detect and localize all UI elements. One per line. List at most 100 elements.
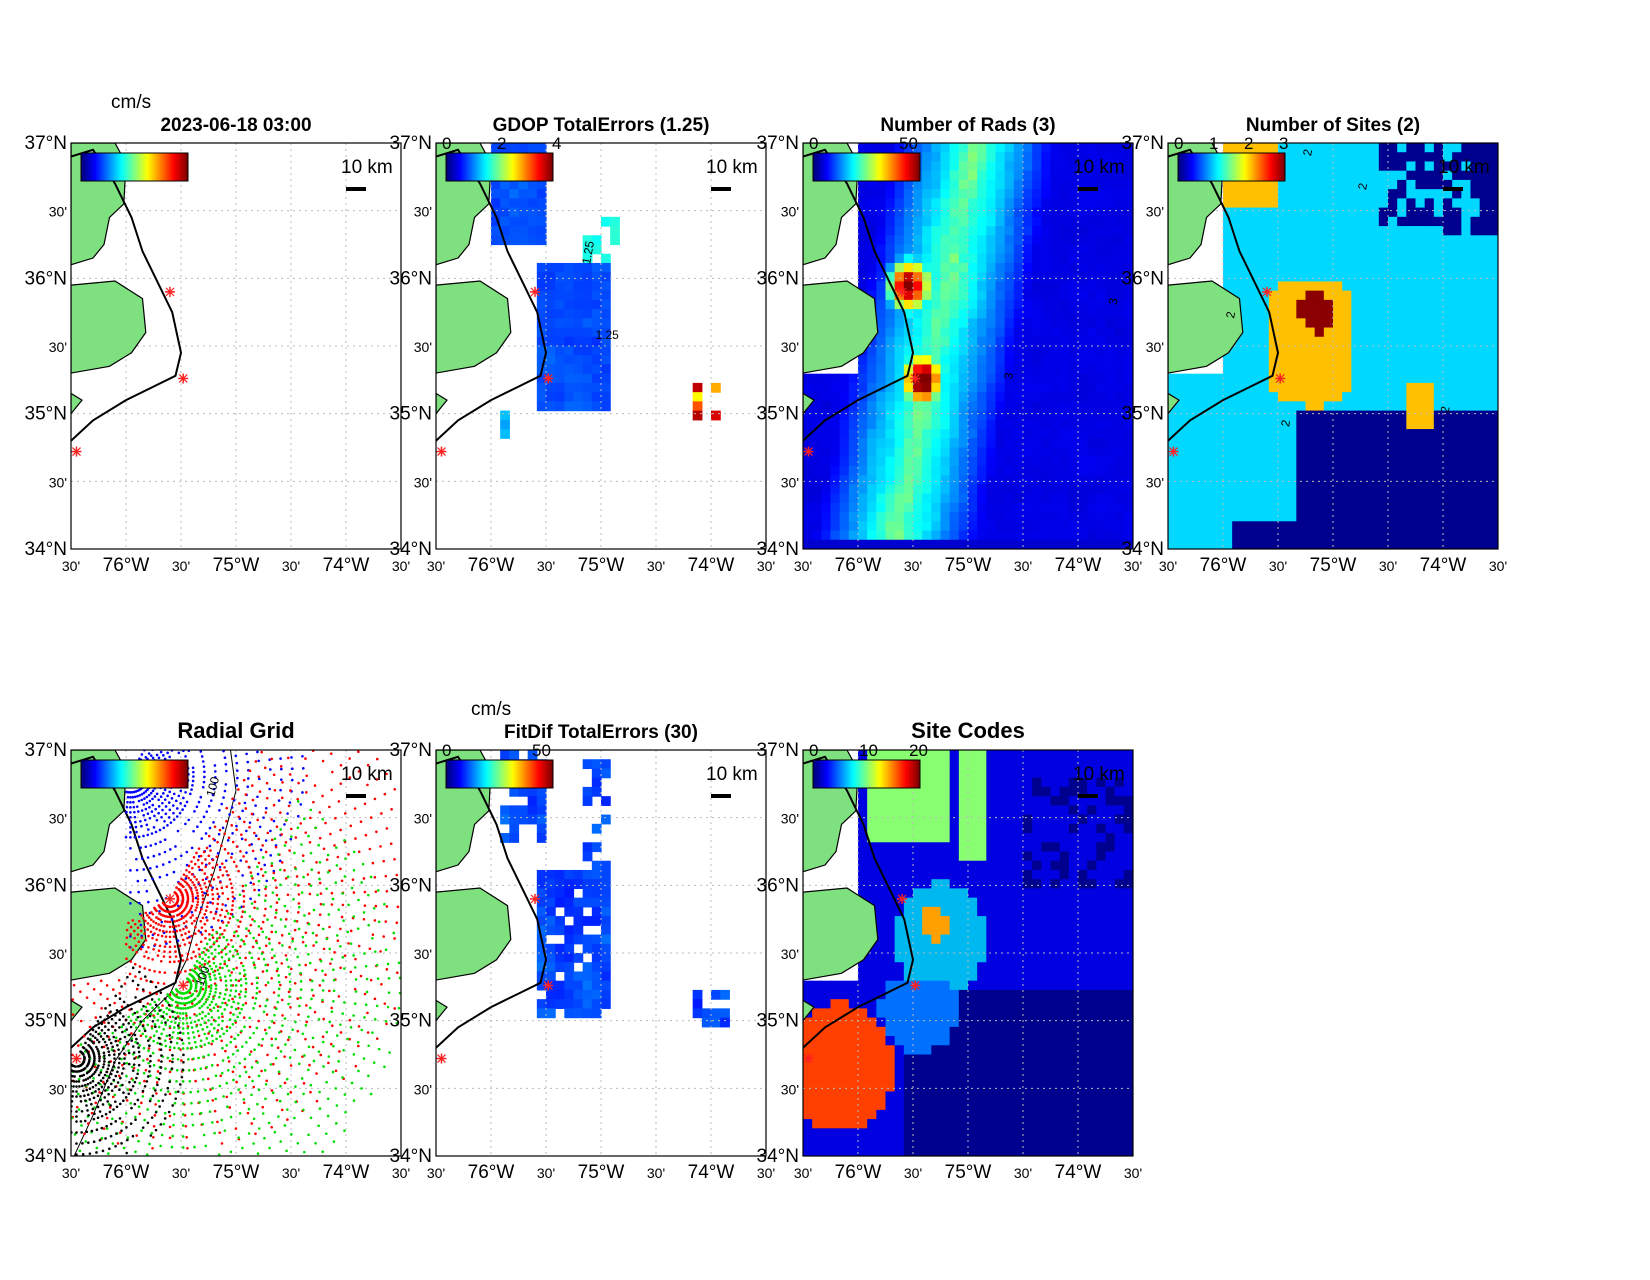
- lat-tick-label: 30': [49, 1081, 67, 1097]
- lat-tick-label: 30': [414, 339, 432, 355]
- lat-tick-label: 35°N: [1122, 404, 1164, 425]
- lat-tick-label: 30': [781, 1081, 799, 1097]
- colorbar: [81, 760, 189, 788]
- lon-tick-label: 30': [1489, 558, 1507, 574]
- lon-tick-label: 30': [62, 558, 80, 574]
- lon-tick-label: 74°W: [1055, 1162, 1102, 1183]
- km-scale-label: 10 km: [1073, 157, 1125, 178]
- contour-label: 1.25: [596, 328, 620, 342]
- lon-tick-label: 74°W: [688, 555, 735, 576]
- lat-tick-label: 36°N: [25, 875, 67, 896]
- colorbar-unit: cm/s: [111, 92, 151, 113]
- site-marker: [178, 980, 188, 990]
- site-marker: [72, 1054, 82, 1064]
- lat-tick-label: 35°N: [390, 404, 432, 425]
- lon-tick-label: 30': [1269, 558, 1287, 574]
- site-marker: [1275, 373, 1285, 383]
- lon-tick-label: 30': [427, 1165, 445, 1181]
- lon-tick-label: 75°W: [578, 1162, 625, 1183]
- lat-tick-label: 30': [49, 339, 67, 355]
- lon-tick-label: 30': [904, 1165, 922, 1181]
- panel-title: 2023-06-18 03:00: [160, 115, 311, 136]
- lat-tick-label: 37°N: [25, 740, 67, 761]
- lat-tick-label: 37°N: [390, 740, 432, 761]
- lat-tick-label: 30': [1146, 474, 1164, 490]
- panel-title: Site Codes: [911, 718, 1025, 743]
- lon-tick-label: 30': [794, 1165, 812, 1181]
- lat-tick-label: 36°N: [1122, 268, 1164, 289]
- km-scale-label: 10 km: [706, 764, 758, 785]
- lon-tick-label: 76°W: [468, 555, 515, 576]
- lat-tick-label: 34°N: [1122, 539, 1164, 560]
- lon-tick-label: 76°W: [103, 1162, 150, 1183]
- lon-tick-label: 75°W: [945, 1162, 992, 1183]
- lon-tick-label: 74°W: [688, 1162, 735, 1183]
- panel-title: Radial Grid: [177, 718, 294, 743]
- site-marker: [543, 373, 553, 383]
- lon-tick-label: 76°W: [103, 555, 150, 576]
- site-marker: [530, 287, 540, 297]
- lat-tick-label: 35°N: [25, 1011, 67, 1032]
- lat-tick-label: 37°N: [757, 740, 799, 761]
- lon-tick-label: 30': [282, 558, 300, 574]
- lat-tick-label: 30': [49, 946, 67, 962]
- lon-tick-label: 75°W: [1310, 555, 1357, 576]
- lat-tick-label: 30': [1146, 339, 1164, 355]
- lat-tick-label: 30': [414, 1081, 432, 1097]
- lon-tick-label: 30': [904, 558, 922, 574]
- lon-tick-label: 75°W: [213, 555, 260, 576]
- panel-title: Number of Rads (3): [880, 115, 1055, 136]
- site-marker: [437, 447, 447, 457]
- site-marker: [804, 447, 814, 457]
- lat-tick-label: 30': [781, 811, 799, 827]
- colorbar-tick: 2: [1244, 134, 1253, 153]
- lat-tick-label: 36°N: [390, 875, 432, 896]
- lon-tick-label: 30': [537, 558, 555, 574]
- lat-tick-label: 34°N: [390, 1146, 432, 1167]
- lon-tick-label: 30': [647, 1165, 665, 1181]
- lon-tick-label: 30': [392, 1165, 410, 1181]
- site-marker: [910, 373, 920, 383]
- lon-tick-label: 30': [62, 1165, 80, 1181]
- lat-tick-label: 35°N: [757, 1011, 799, 1032]
- lon-tick-label: 30': [1014, 558, 1032, 574]
- lon-tick-label: 76°W: [835, 1162, 882, 1183]
- lon-tick-label: 74°W: [323, 555, 370, 576]
- lat-tick-label: 34°N: [757, 539, 799, 560]
- site-marker: [165, 287, 175, 297]
- lat-tick-label: 37°N: [757, 133, 799, 154]
- panel-title: Number of Sites (2): [1246, 115, 1420, 136]
- lon-tick-label: 30': [794, 558, 812, 574]
- km-scale-label: 10 km: [706, 157, 758, 178]
- lon-tick-label: 30': [1379, 558, 1397, 574]
- map-area: [436, 750, 766, 1156]
- km-scale-label: 10 km: [1073, 764, 1125, 785]
- site-marker: [897, 894, 907, 904]
- colorbar-tick: 0: [809, 134, 818, 153]
- site-marker: [897, 287, 907, 297]
- km-scale-label: 10 km: [341, 157, 393, 178]
- map-area: 33: [803, 143, 1134, 550]
- lon-tick-label: 75°W: [213, 1162, 260, 1183]
- lon-tick-label: 30': [172, 558, 190, 574]
- map-area: [803, 750, 1134, 1157]
- lat-tick-label: 30': [49, 474, 67, 490]
- lon-tick-label: 30': [647, 558, 665, 574]
- lon-tick-label: 30': [1124, 558, 1142, 574]
- colorbar-tick: 2: [497, 134, 506, 153]
- lon-tick-label: 74°W: [1420, 555, 1467, 576]
- panel-title: FitDif TotalErrors (30): [504, 722, 698, 743]
- lat-tick-label: 34°N: [390, 539, 432, 560]
- lat-tick-label: 30': [414, 946, 432, 962]
- lat-tick-label: 30': [781, 946, 799, 962]
- lon-tick-label: 30': [757, 558, 775, 574]
- colorbar-tick: 1: [1209, 134, 1218, 153]
